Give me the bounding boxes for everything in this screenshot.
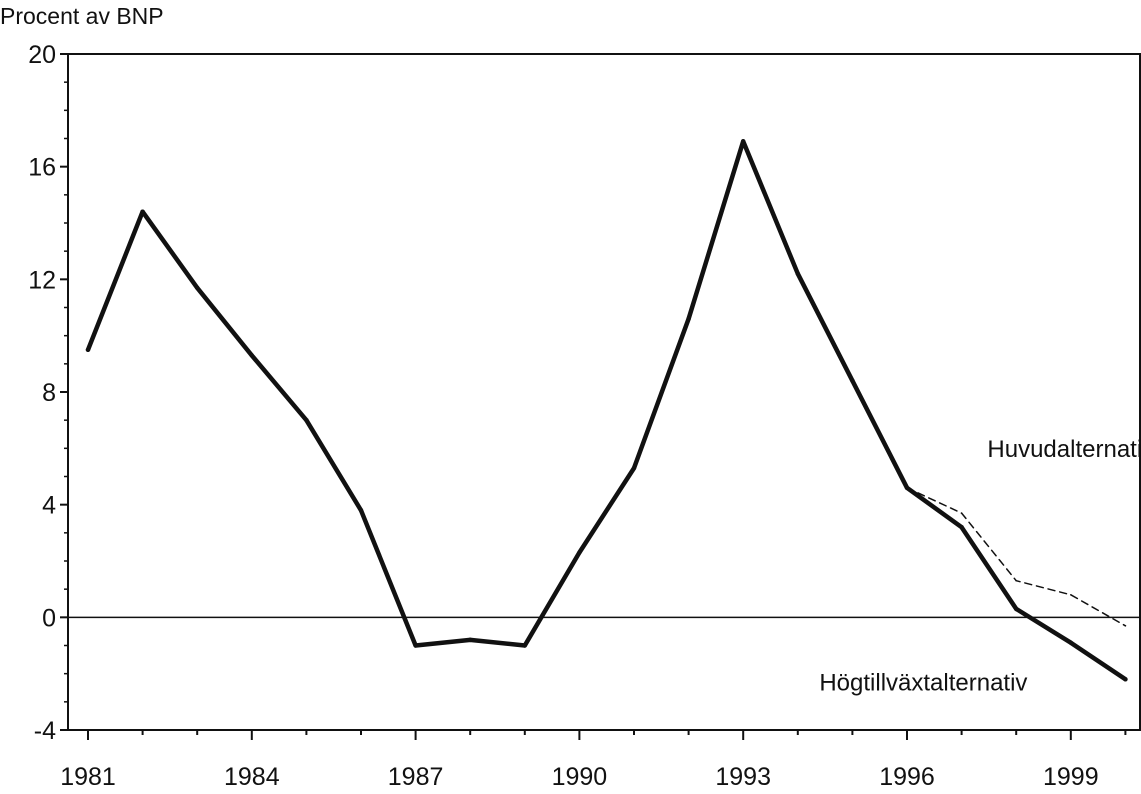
dashed-point-1996 — [906, 486, 908, 489]
solid-point-1988 — [468, 637, 473, 643]
annotations: Huvudalternativ Högtillväxtalternativ — [819, 436, 1141, 697]
x-tick-label: 1990 — [552, 763, 608, 791]
y-tick-label: 16 — [28, 154, 56, 182]
solid-point-1987 — [413, 643, 418, 648]
solid-point-1997 — [959, 525, 964, 530]
solid-point-1999 — [1068, 640, 1074, 645]
solid-point-1981 — [85, 347, 91, 352]
solid-point-1982 — [140, 209, 145, 214]
y-tick-label: 4 — [42, 492, 56, 520]
solid-point-2000 — [1123, 677, 1128, 682]
solid-point-1994 — [795, 271, 800, 276]
solid-point-1993 — [741, 139, 746, 144]
y-tick-label: 8 — [42, 379, 56, 407]
plot-frame — [67, 53, 1141, 731]
solid-point-1986 — [358, 508, 364, 513]
solid-point-1983 — [195, 285, 200, 290]
x-tick-label: 1996 — [879, 763, 935, 791]
series-line-solid — [85, 139, 1128, 682]
solid-point-1985 — [304, 417, 309, 423]
solid-point-1990 — [577, 550, 582, 555]
y-tick-label: 20 — [28, 41, 56, 69]
annotation-label: Högtillväxtalternativ — [819, 670, 1027, 697]
annotation-label: Huvudalternativ — [987, 436, 1141, 463]
y-tick-label: 12 — [28, 266, 56, 294]
y-tick-label: 0 — [42, 604, 56, 632]
x-tick-label: 1984 — [224, 763, 280, 791]
dashed-point-1999 — [1070, 594, 1072, 596]
solid-point-1989 — [522, 643, 527, 648]
y-tick-label: -4 — [34, 717, 56, 745]
solid-point-1998 — [1014, 606, 1019, 612]
solid-point-1995 — [850, 378, 855, 383]
axis-ticks: -4 0 4 8 12 16 20 1981 1984 1987 1990 1993 1996 1999 — [28, 41, 1127, 791]
series-lines — [68, 139, 1140, 682]
dashed-point-2000 — [1124, 624, 1127, 627]
y-axis-title: Procent av BNP — [0, 3, 164, 29]
dashed-point-1997 — [960, 512, 963, 514]
x-tick-label: 1999 — [1043, 763, 1099, 791]
x-tick-label: 1987 — [388, 763, 444, 791]
dashed-point-1998 — [1015, 579, 1017, 582]
x-tick-label: 1981 — [60, 763, 116, 791]
solid-point-1991 — [631, 465, 637, 471]
solid-point-1992 — [686, 316, 691, 321]
solid-point-1984 — [249, 353, 254, 358]
x-tick-label: 1993 — [715, 763, 771, 791]
